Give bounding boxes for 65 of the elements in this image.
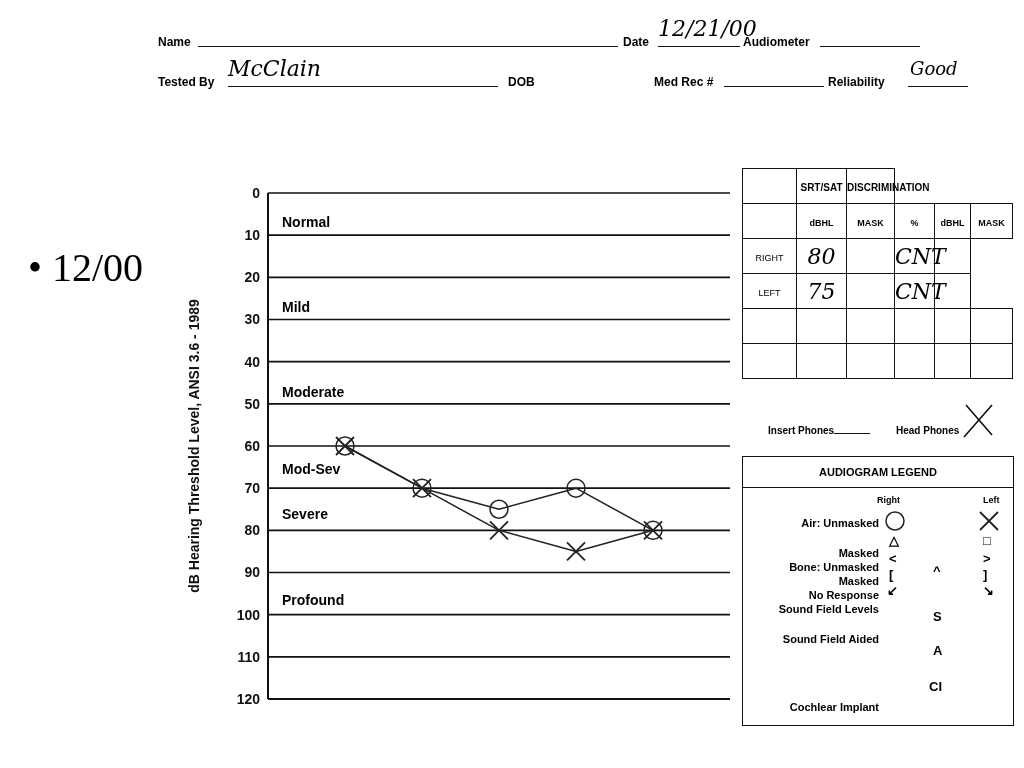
text: Bone: Unmasked	[789, 561, 879, 573]
text: dBHL	[940, 218, 965, 228]
text: [	[889, 567, 894, 582]
text: A	[933, 643, 943, 658]
text: Masked	[838, 575, 879, 587]
annotation: Mod-Sev	[282, 461, 341, 477]
text: %	[910, 218, 919, 228]
text: Sound Field Levels	[778, 603, 879, 615]
text: Cochlear Implant	[789, 701, 879, 713]
text: • 12/00	[28, 245, 144, 290]
annotation: Moderate	[282, 384, 345, 400]
y-tick-label: 40	[244, 353, 261, 370]
text: ]	[983, 567, 988, 582]
text: ↘	[983, 583, 994, 598]
text: LEFT	[758, 288, 781, 298]
y-tick-label: 50	[244, 395, 261, 412]
y-tick-label: 10	[244, 227, 261, 244]
y-tick-label: 60	[244, 437, 261, 454]
text: <	[889, 551, 897, 566]
text: S	[933, 609, 942, 624]
y-tick-label: 30	[244, 311, 261, 328]
text: △	[889, 533, 899, 548]
y-tick-label: 70	[244, 480, 261, 497]
text: RIGHT	[755, 253, 784, 263]
text: >	[983, 551, 991, 566]
text: ↙	[887, 583, 898, 598]
text: Reliability	[828, 75, 885, 89]
text: No Response	[808, 589, 879, 601]
text: 80	[807, 243, 836, 269]
annotation: Severe	[282, 506, 328, 522]
text: Date	[623, 35, 650, 49]
annotation: Normal	[282, 214, 331, 230]
text: McClain	[228, 56, 322, 81]
annotation: Profound	[282, 592, 345, 608]
text: Insert Phones	[768, 425, 835, 436]
text: Masked	[838, 547, 879, 559]
text: DOB	[508, 75, 535, 89]
text: Sound Field Aided	[782, 633, 879, 645]
text: MASK	[857, 218, 884, 228]
text: Head Phones	[896, 425, 960, 436]
y-tick-label: 120	[236, 690, 261, 707]
y-tick-label: 80	[244, 522, 261, 539]
y-tick-label: 20	[244, 269, 261, 286]
text: Tested By	[158, 75, 215, 89]
y-tick-label: 0	[252, 184, 261, 201]
text: Good	[910, 58, 958, 79]
text: □	[983, 533, 991, 548]
text: Left	[983, 495, 1000, 505]
annotation: Mild	[282, 299, 310, 315]
text: Air: Unmasked	[801, 517, 879, 529]
text: MASK	[978, 218, 1005, 228]
text: 75	[807, 278, 836, 304]
y-axis-title: dB Hearing Threshold Level, ANSI 3.6 - 1989	[185, 299, 202, 593]
text: Audiometer	[743, 35, 810, 49]
text: Right	[877, 495, 900, 505]
text: CI	[929, 679, 942, 694]
text: Med Rec #	[654, 75, 714, 89]
text: SRT/SAT	[800, 182, 843, 193]
text: Name	[158, 35, 191, 49]
y-tick-label: 110	[237, 648, 261, 665]
y-tick-label: 100	[236, 606, 261, 623]
legend-title: AUDIOGRAM LEGEND	[819, 466, 937, 478]
y-tick-label: 90	[244, 564, 261, 581]
text: ^	[933, 563, 941, 578]
text: dBHL	[809, 218, 834, 228]
